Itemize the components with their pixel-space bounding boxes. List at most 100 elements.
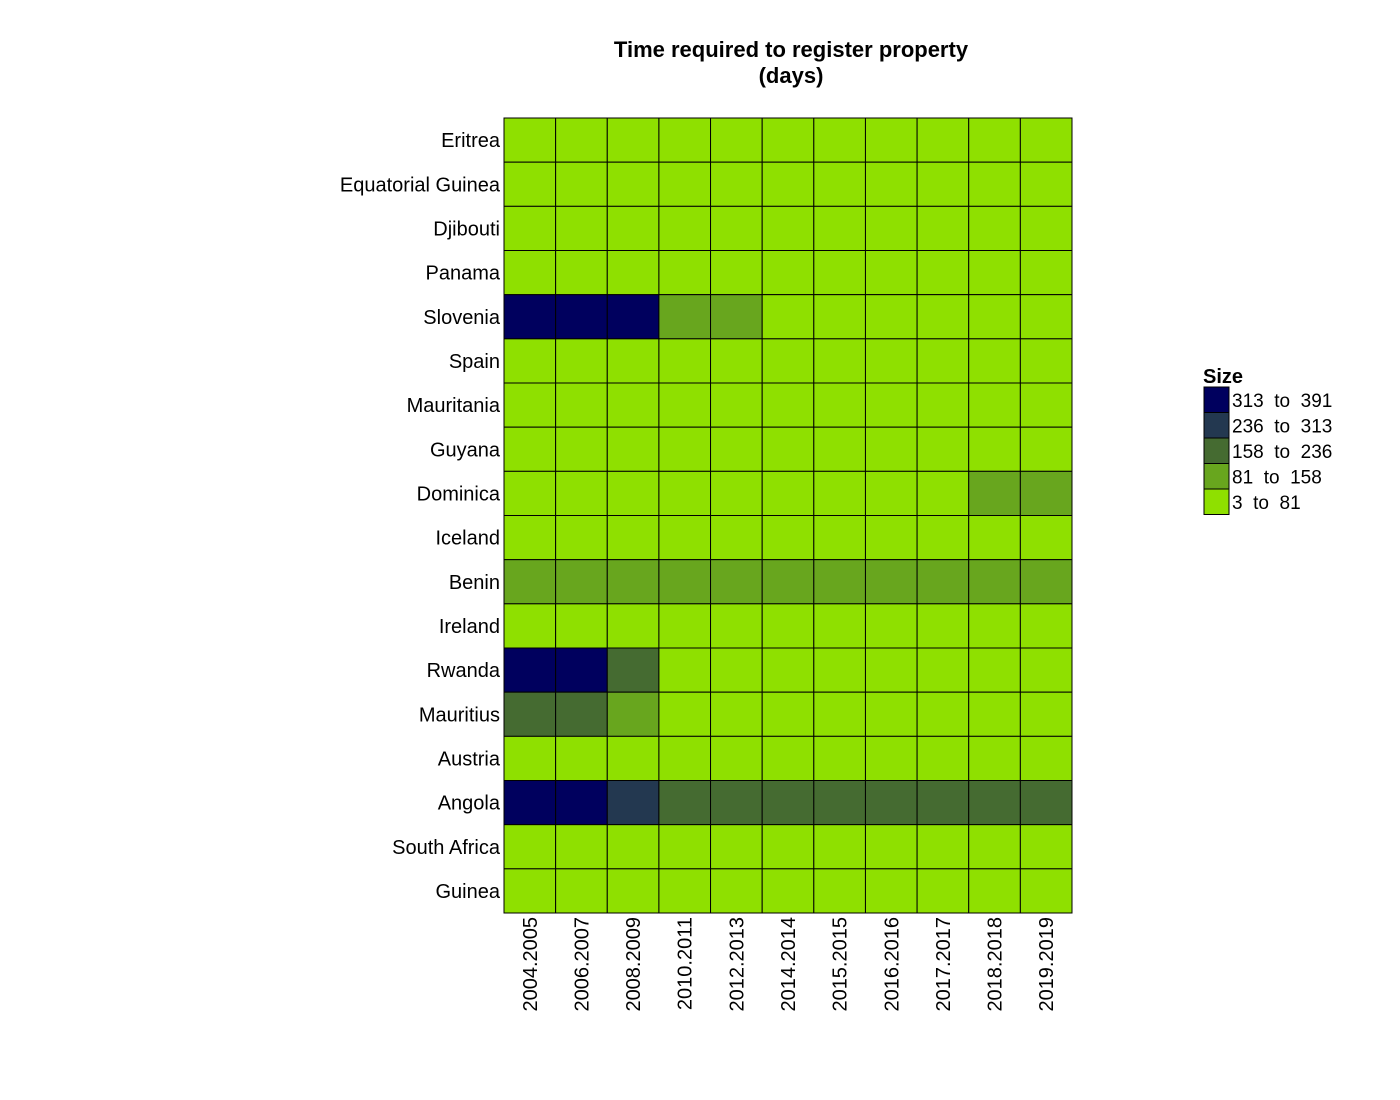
- heatmap-cell-slovenia-2010-2011: [658, 294, 712, 340]
- heatmap-cell-equatorial-guinea-2018-2018: [968, 161, 1021, 207]
- legend-swatch-2: [1203, 412, 1230, 439]
- row-label-spain: Spain: [449, 351, 500, 373]
- heatmap-cell-dominica-2006-2007: [555, 470, 608, 517]
- heatmap-cell-eritrea-2018-2018: [968, 117, 1021, 163]
- heatmap-cell-austria-2010-2011: [658, 735, 712, 781]
- heatmap-cell-rwanda-2016-2016: [864, 647, 918, 693]
- heatmap-cell-spain-2008-2009: [606, 338, 660, 384]
- heatmap-cell-djibouti-2010-2011: [658, 205, 712, 251]
- heatmap-cell-equatorial-guinea-2012-2013: [710, 161, 763, 207]
- heatmap-cell-iceland-2006-2007: [555, 515, 608, 561]
- heatmap-cells: [503, 117, 1073, 914]
- legend-label-1: 313 to 391: [1232, 391, 1332, 412]
- heatmap-cell-mauritania-2004-2005: [503, 382, 557, 428]
- heatmap-cell-dominica-2014-2014: [761, 470, 815, 517]
- heatmap-cell-angola-2015-2015: [813, 780, 866, 826]
- column-label-2018-2018: 2018.2018: [985, 917, 1007, 1012]
- heatmap-cell-guinea-2014-2014: [761, 868, 815, 914]
- heatmap-cell-austria-2015-2015: [813, 735, 866, 781]
- heatmap-cell-spain-2012-2013: [710, 338, 763, 384]
- heatmap-cell-angola-2014-2014: [761, 780, 815, 826]
- heatmap-cell-dominica-2019-2019: [1019, 470, 1073, 517]
- heatmap-cell-ireland-2019-2019: [1019, 603, 1073, 649]
- heatmap-cell-mauritania-2016-2016: [864, 382, 918, 428]
- heatmap-cell-ireland-2018-2018: [968, 603, 1021, 649]
- chart-title-line-2: (days): [759, 63, 824, 88]
- heatmap-cell-mauritius-2012-2013: [710, 691, 763, 737]
- heatmap-cell-austria-2012-2013: [710, 735, 763, 781]
- row-label-benin: Benin: [449, 572, 500, 594]
- heatmap-cell-mauritania-2017-2017: [916, 382, 970, 428]
- row-label-austria: Austria: [438, 748, 501, 770]
- heatmap-cell-rwanda-2008-2009: [606, 647, 660, 693]
- heatmap-cell-ireland-2015-2015: [813, 603, 866, 649]
- heatmap-cell-eritrea-2016-2016: [864, 117, 918, 163]
- heatmap-cell-dominica-2016-2016: [864, 470, 918, 517]
- heatmap-cell-iceland-2014-2014: [761, 515, 815, 561]
- heatmap-cell-rwanda-2004-2005: [503, 647, 557, 693]
- heatmap-cell-equatorial-guinea-2016-2016: [864, 161, 918, 207]
- heatmap-cell-south-africa-2015-2015: [813, 824, 866, 870]
- legend-label-4: 81 to 158: [1232, 467, 1322, 488]
- column-label-2019-2019: 2019.2019: [1036, 917, 1058, 1012]
- heatmap-cell-eritrea-2010-2011: [658, 117, 712, 163]
- row-labels: Eritrea Equatorial Guinea Djibouti Panama Sl…: [340, 130, 501, 903]
- heatmap-cell-eritrea-2017-2017: [916, 117, 970, 163]
- column-label-2016-2016: 2016.2016: [881, 917, 903, 1012]
- heatmap-cell-djibouti-2017-2017: [916, 205, 970, 251]
- heatmap-cell-iceland-2016-2016: [864, 515, 918, 561]
- heatmap-cell-djibouti-2008-2009: [606, 205, 660, 251]
- heatmap-cell-djibouti-2014-2014: [761, 205, 815, 251]
- heatmap-cell-austria-2008-2009: [606, 735, 660, 781]
- column-label-2017-2017: 2017.2017: [933, 917, 955, 1012]
- heatmap-cell-djibouti-2006-2007: [555, 205, 608, 251]
- heatmap-cell-south-africa-2012-2013: [710, 824, 763, 870]
- heatmap-cell-iceland-2010-2011: [658, 515, 712, 561]
- row-label-panama: Panama: [426, 263, 501, 285]
- heatmap-cell-equatorial-guinea-2019-2019: [1019, 161, 1073, 207]
- legend-label-2: 236 to 313: [1232, 416, 1332, 437]
- heatmap-cell-ireland-2010-2011: [658, 603, 712, 649]
- heatmap-cell-mauritius-2004-2005: [503, 691, 557, 737]
- row-label-guyana: Guyana: [430, 439, 501, 461]
- heatmap-cell-guinea-2008-2009: [606, 868, 660, 914]
- heatmap-cell-south-africa-2019-2019: [1019, 824, 1073, 870]
- row-label-dominica: Dominica: [417, 483, 501, 505]
- heatmap-cell-djibouti-2004-2005: [503, 205, 557, 251]
- heatmap-cell-angola-2012-2013: [710, 780, 763, 826]
- column-label-2015-2015: 2015.2015: [830, 917, 852, 1012]
- heatmap-cell-djibouti-2012-2013: [710, 205, 763, 251]
- heatmap-cell-mauritania-2019-2019: [1019, 382, 1073, 428]
- heatmap-cell-djibouti-2015-2015: [813, 205, 866, 251]
- heatmap-cell-panama-2016-2016: [864, 250, 918, 296]
- heatmap-cell-guyana-2014-2014: [761, 426, 815, 472]
- legend-label-3: 158 to 236: [1232, 442, 1332, 463]
- heatmap-cell-panama-2006-2007: [555, 250, 608, 296]
- heatmap-cell-guyana-2019-2019: [1019, 426, 1073, 472]
- heatmap-cell-ireland-2008-2009: [606, 603, 660, 649]
- row-label-ireland: Ireland: [439, 616, 500, 638]
- heatmap-cell-eritrea-2006-2007: [555, 117, 608, 163]
- heatmap-cell-benin-2004-2005: [503, 559, 557, 605]
- heatmap-cell-spain-2015-2015: [813, 338, 866, 384]
- heatmap-cell-mauritius-2010-2011: [658, 691, 712, 737]
- heatmap-cell-benin-2019-2019: [1019, 559, 1073, 605]
- heatmap-cell-eritrea-2004-2005: [503, 117, 557, 163]
- row-label-angola: Angola: [438, 793, 501, 815]
- heatmap-cell-panama-2019-2019: [1019, 250, 1073, 296]
- heatmap-cell-guyana-2016-2016: [864, 426, 918, 472]
- heatmap-cell-dominica-2008-2009: [606, 470, 660, 517]
- row-label-equatorial-guinea: Equatorial Guinea: [340, 174, 501, 196]
- column-label-2014-2014: 2014.2014: [778, 917, 800, 1012]
- heatmap-cell-south-africa-2017-2017: [916, 824, 970, 870]
- column-label-2008-2009: 2008.2009: [623, 917, 645, 1012]
- heatmap-cell-panama-2012-2013: [710, 250, 763, 296]
- heatmap-cell-guyana-2018-2018: [968, 426, 1021, 472]
- heatmap-cell-dominica-2015-2015: [813, 470, 866, 517]
- heatmap-cell-slovenia-2019-2019: [1019, 294, 1073, 340]
- heatmap-cell-iceland-2012-2013: [710, 515, 763, 561]
- heatmap-cell-slovenia-2004-2005: [503, 294, 557, 340]
- heatmap-cell-mauritius-2008-2009: [606, 691, 660, 737]
- heatmap-cell-slovenia-2018-2018: [968, 294, 1021, 340]
- heatmap-cell-rwanda-2006-2007: [555, 647, 608, 693]
